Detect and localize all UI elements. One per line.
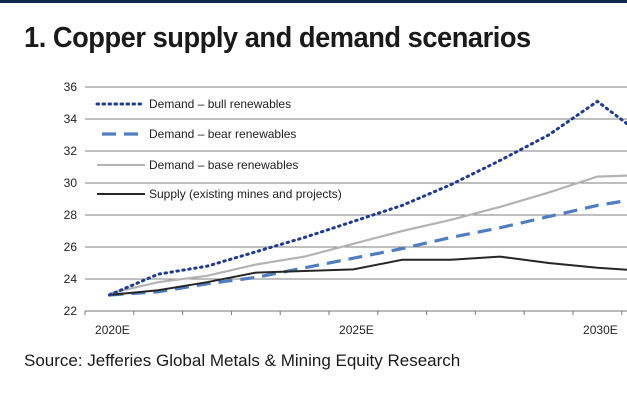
- y-tick-label: 28: [64, 208, 78, 222]
- series-line-supply: [109, 255, 627, 296]
- x-tick-label: 2025E: [339, 323, 374, 337]
- source-note: Source: Jefferies Global Metals & Mining…: [24, 351, 461, 370]
- legend-label: Supply (existing mines and projects): [149, 187, 342, 201]
- series-line-bull: [107, 99, 627, 297]
- y-tick-label: 26: [64, 240, 78, 254]
- top-bar: [0, 0, 627, 3]
- series-line-base: [109, 174, 627, 295]
- y-tick-label: 36: [64, 80, 78, 94]
- line-chart: 22 24 26 28 30 32 34 36 2020E 2025E 2030E Demand – …: [64, 80, 627, 337]
- legend-label: Demand – bull renewables: [149, 97, 291, 111]
- y-tick-label: 22: [64, 304, 78, 318]
- chart-title: 1. Copper supply and demand scenarios: [24, 22, 531, 54]
- y-tick-label: 30: [64, 176, 78, 190]
- legend-label: Demand – bear renewables: [149, 127, 296, 141]
- y-tick-label: 34: [64, 112, 78, 126]
- y-tick-label: 32: [64, 144, 78, 158]
- x-tick-label: 2020E: [95, 323, 130, 337]
- series-line-bear: [109, 198, 627, 297]
- y-tick-label: 24: [64, 272, 78, 286]
- legend-label: Demand – base renewables: [149, 158, 298, 172]
- x-tick-label: 2030E: [583, 323, 618, 337]
